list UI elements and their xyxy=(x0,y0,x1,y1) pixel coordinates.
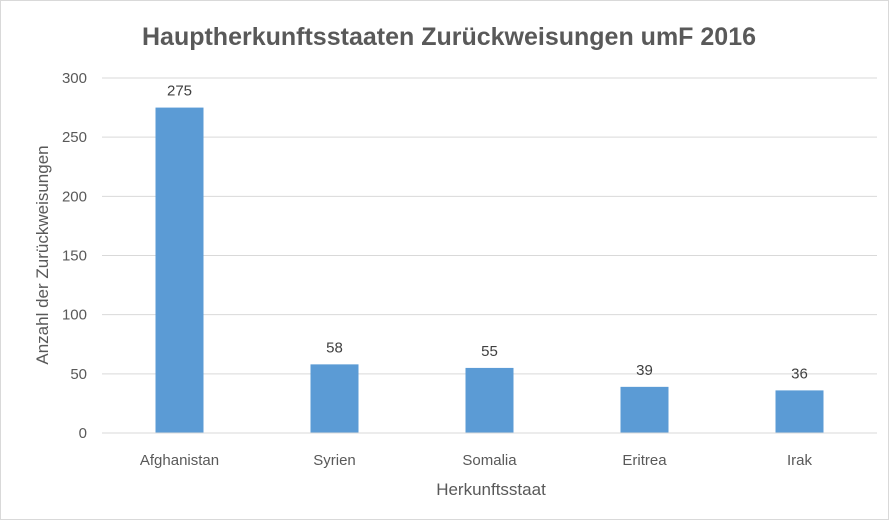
chart-title: Hauptherkunftsstaaten Zurückweisungen um… xyxy=(142,23,756,51)
y-tick-label: 200 xyxy=(62,188,87,205)
x-tick-label: Eritrea xyxy=(622,452,667,469)
y-axis-label: Anzahl der Zurückweisungen xyxy=(33,145,52,364)
y-tick-label: 250 xyxy=(62,129,87,146)
x-tick-label: Irak xyxy=(787,452,813,469)
y-tick-label: 50 xyxy=(70,366,87,383)
x-axis-ticks: Afghanistan Syrien Somalia Eritrea Irak xyxy=(140,452,813,469)
x-tick-label: Somalia xyxy=(462,452,517,469)
x-tick-label: Afghanistan xyxy=(140,452,219,469)
data-label: 275 xyxy=(167,83,192,100)
gridlines xyxy=(102,77,877,375)
bars xyxy=(155,107,824,433)
data-label: 58 xyxy=(326,339,343,356)
y-tick-label: 150 xyxy=(62,248,87,265)
data-label: 39 xyxy=(636,362,653,379)
y-tick-label: 300 xyxy=(62,70,87,87)
data-labels: 275 58 55 39 36 xyxy=(167,83,808,383)
data-label: 55 xyxy=(481,343,498,360)
bar-somalia xyxy=(465,367,514,433)
bar-afghanistan xyxy=(155,107,204,433)
x-tick-label: Syrien xyxy=(313,452,356,469)
x-axis-label: Herkunftsstaat xyxy=(436,480,546,499)
bar-syrien xyxy=(310,364,359,433)
data-label: 36 xyxy=(791,365,808,382)
y-tick-label: 100 xyxy=(62,307,87,324)
y-axis-ticks: 0 50 100 150 200 250 300 xyxy=(62,70,87,442)
bar-irak xyxy=(775,390,824,433)
y-tick-label: 0 xyxy=(79,425,87,442)
bar-eritrea xyxy=(620,386,669,433)
